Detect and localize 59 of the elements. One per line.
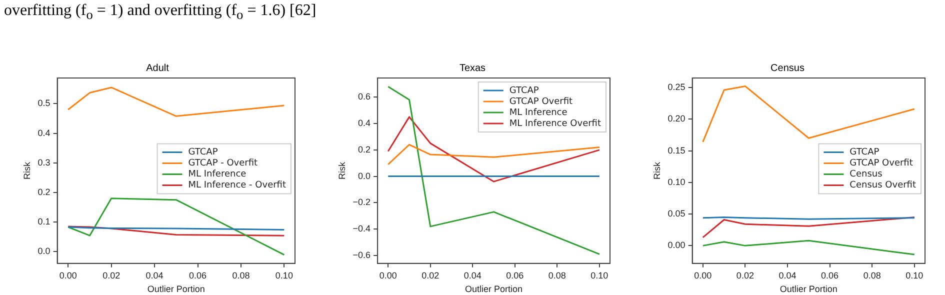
y-tick-label: 0.1 xyxy=(38,216,50,226)
x-tick-label: 0.10 xyxy=(590,270,608,280)
x-tick-label: 0.08 xyxy=(548,270,566,280)
legend-label: Census xyxy=(850,170,883,180)
x-tick-label: 0.00 xyxy=(59,270,77,280)
x-tick-label: 0.04 xyxy=(146,270,164,280)
y-tick-label: −0.4 xyxy=(352,224,371,234)
x-axis-title: Outlier Portion xyxy=(465,284,523,294)
y-tick-label: −0.6 xyxy=(352,250,371,260)
legend-label: GTCAP Overfit xyxy=(850,158,914,169)
legend-label: ML Inference xyxy=(188,170,247,180)
x-tick-label: 0.10 xyxy=(275,270,293,280)
y-axis-title: Risk xyxy=(652,161,662,180)
x-tick-label: 0.04 xyxy=(464,270,482,280)
y-tick-label: 0.4 xyxy=(38,128,50,138)
x-tick-label: 0.02 xyxy=(422,270,440,280)
legend-label: GTCAP Overfit xyxy=(509,96,574,107)
y-tick-label: 0.20 xyxy=(668,114,686,124)
x-tick-label: 0.04 xyxy=(778,270,796,280)
y-tick-label: 0.10 xyxy=(668,176,686,187)
y-tick-label: 0.0 xyxy=(38,246,50,256)
x-axis-title: Outlier Portion xyxy=(147,284,205,294)
chart-title: Adult xyxy=(146,62,170,74)
chart-title: Texas xyxy=(459,62,486,74)
y-axis-title: Risk xyxy=(336,161,347,180)
y-tick-label: −0.2 xyxy=(352,197,371,208)
x-tick-label: 0.02 xyxy=(102,270,120,280)
y-tick-label: 0.3 xyxy=(38,157,50,168)
x-tick-label: 0.02 xyxy=(736,270,754,280)
legend-label: GTCAP - Overfit xyxy=(188,158,258,169)
y-tick-label: 0.2 xyxy=(38,186,50,197)
x-tick-label: 0.06 xyxy=(189,270,207,280)
x-tick-label: 0.06 xyxy=(506,270,524,280)
y-tick-label: 0.25 xyxy=(668,82,686,92)
y-tick-label: 0.5 xyxy=(38,98,50,108)
x-tick-label: 0.10 xyxy=(906,270,924,280)
y-tick-label: 0.6 xyxy=(358,92,371,102)
x-tick-label: 0.06 xyxy=(821,270,839,280)
y-tick-label: 0.05 xyxy=(668,208,686,219)
y-tick-label: 0.00 xyxy=(668,240,686,250)
y-axis-title: Risk xyxy=(22,161,32,180)
x-tick-label: 0.00 xyxy=(379,270,397,280)
legend-label: GTCAP xyxy=(509,86,540,96)
legend-label: ML Inference Overfit xyxy=(509,118,602,129)
y-tick-label: 0.15 xyxy=(668,145,686,156)
legend-label: ML Inference - Overfit xyxy=(188,180,286,191)
legend-label: ML Inference xyxy=(509,108,568,118)
y-tick-label: 0.4 xyxy=(358,118,371,128)
chart-title: Census xyxy=(770,62,804,74)
x-tick-label: 0.08 xyxy=(863,270,881,280)
legend-label: GTCAP xyxy=(188,148,218,158)
y-tick-label: 0.0 xyxy=(358,170,371,181)
x-tick-label: 0.08 xyxy=(232,270,250,280)
x-tick-label: 0.00 xyxy=(694,270,712,280)
x-axis-title: Outlier Portion xyxy=(780,284,838,294)
text: overfitting (f$_{o}$ = 1) and overfitting (f$_{o}$ = 1.6) [62] xyxy=(4,2,316,24)
legend-label: GTCAP xyxy=(850,148,880,158)
legend-label: Census Overfit xyxy=(850,180,916,191)
y-tick-label: 0.2 xyxy=(358,144,371,154)
